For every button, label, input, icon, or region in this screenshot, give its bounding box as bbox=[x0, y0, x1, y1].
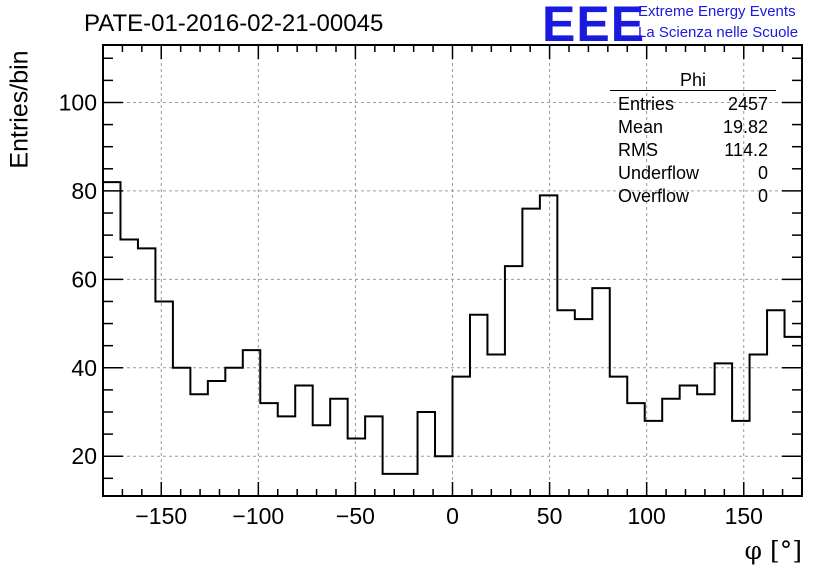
stats-box: Phi Entries 2457 Mean 19.82 RMS 114.2 Un… bbox=[610, 70, 776, 208]
stats-overflow-value: 0 bbox=[757, 186, 768, 206]
x-tick-label: −50 bbox=[336, 503, 375, 529]
stats-rms-value: 114.2 bbox=[724, 140, 768, 160]
stats-mean-value: 19.82 bbox=[722, 117, 768, 137]
x-tick-label: 0 bbox=[446, 503, 459, 529]
logo-subtitle-2: La Scienza nelle Scuole bbox=[638, 24, 799, 41]
stats-row-entries: Entries 2457 bbox=[610, 93, 776, 116]
x-axis-label: φ [°] bbox=[744, 536, 802, 565]
stats-mean-label: Mean bbox=[618, 117, 664, 137]
y-tick-label: 40 bbox=[71, 355, 97, 381]
y-tick-label: 80 bbox=[71, 178, 97, 204]
stats-entries-label: Entries bbox=[618, 94, 675, 114]
stats-entries-value: 2457 bbox=[727, 94, 768, 114]
stats-underflow-label: Underflow bbox=[618, 163, 700, 183]
y-tick-label: 100 bbox=[59, 89, 97, 115]
stats-overflow-label: Overflow bbox=[618, 186, 690, 206]
x-tick-label: 50 bbox=[537, 503, 563, 529]
eee-logo: EEE bbox=[542, 0, 646, 52]
x-tick-label: −150 bbox=[135, 503, 187, 529]
y-tick-label: 60 bbox=[71, 266, 97, 292]
x-tick-label: 100 bbox=[627, 503, 665, 529]
y-axis-label: Entries/bin bbox=[5, 50, 34, 169]
histogram-line bbox=[103, 181, 802, 475]
stats-row-rms: RMS 114.2 bbox=[610, 139, 776, 162]
stats-row-underflow: Underflow 0 bbox=[610, 162, 776, 185]
stats-underflow-value: 0 bbox=[757, 163, 768, 183]
stats-rms-label: RMS bbox=[618, 140, 658, 160]
x-tick-label: 150 bbox=[725, 503, 763, 529]
x-tick-label: −100 bbox=[232, 503, 284, 529]
chart-title: PATE-01-2016-02-21-00045 bbox=[84, 10, 384, 37]
stats-row-overflow: Overflow 0 bbox=[610, 185, 776, 208]
logo-subtitle-1: Extreme Energy Events bbox=[638, 3, 796, 20]
stats-name: Phi bbox=[610, 70, 776, 91]
y-tick-label: 20 bbox=[71, 443, 97, 469]
stats-row-mean: Mean 19.82 bbox=[610, 116, 776, 139]
